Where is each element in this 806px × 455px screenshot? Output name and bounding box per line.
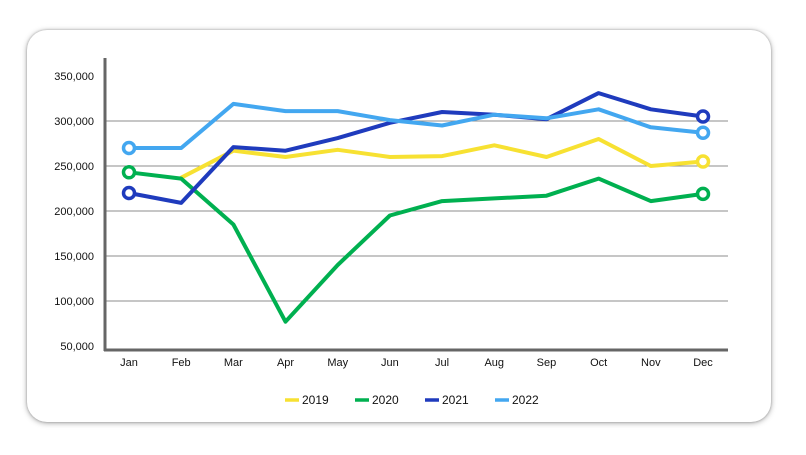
series-line-2020 bbox=[127, 170, 705, 324]
chart-card bbox=[27, 30, 771, 422]
gridlines bbox=[105, 120, 728, 302]
x-tick-label: Mar bbox=[224, 357, 243, 369]
y-tick-label: 50,000 bbox=[60, 341, 94, 353]
x-tick-label: Jul bbox=[435, 357, 449, 369]
x-tick-label: Dec bbox=[693, 357, 713, 369]
y-tick-label: 200,000 bbox=[54, 206, 94, 218]
point-marker-2021 bbox=[695, 109, 711, 124]
legend-label: 2020 bbox=[372, 393, 399, 407]
y-axis-tick-labels: 50,000 100,000 150,000 200,000 250,000 300,00… bbox=[54, 71, 94, 353]
legend: 2019 2020 2021 2022 bbox=[285, 393, 539, 407]
point-marker-2019 bbox=[695, 154, 711, 169]
series-lines bbox=[127, 91, 705, 324]
point-marker-2022 bbox=[121, 140, 137, 156]
series-line-2019 bbox=[179, 137, 705, 180]
x-tick-label: Feb bbox=[172, 357, 191, 369]
y-tick-label: 250,000 bbox=[54, 161, 94, 173]
x-tick-label: Jun bbox=[381, 357, 399, 369]
x-tick-label: Jan bbox=[120, 357, 138, 369]
point-marker-2021 bbox=[121, 185, 137, 201]
x-tick-label: Sep bbox=[537, 357, 557, 369]
x-tick-label: May bbox=[327, 357, 348, 369]
point-marker-2020 bbox=[121, 165, 137, 180]
point-marker-2020 bbox=[695, 186, 711, 202]
x-tick-label: Apr bbox=[277, 357, 294, 369]
legend-label: 2019 bbox=[302, 393, 329, 407]
point-marker-2022 bbox=[695, 125, 711, 140]
series-line-2021 bbox=[127, 91, 705, 205]
legend-label: 2022 bbox=[512, 393, 539, 407]
legend-label: 2021 bbox=[442, 393, 469, 407]
y-tick-label: 300,000 bbox=[54, 116, 94, 128]
x-axis-tick-labels: Jan Feb Mar Apr May Jun Jul Aug Sep Oct Nov Dec bbox=[120, 357, 713, 369]
series-line-2022 bbox=[127, 101, 705, 150]
x-tick-label: Oct bbox=[590, 357, 607, 369]
y-tick-label: 100,000 bbox=[54, 296, 94, 308]
y-tick-label: 350,000 bbox=[54, 71, 94, 83]
x-tick-label: Aug bbox=[484, 357, 504, 369]
axes bbox=[103, 58, 728, 352]
x-tick-label: Nov bbox=[641, 357, 661, 369]
endpoint-markers bbox=[121, 109, 711, 202]
y-tick-label: 150,000 bbox=[54, 251, 94, 263]
